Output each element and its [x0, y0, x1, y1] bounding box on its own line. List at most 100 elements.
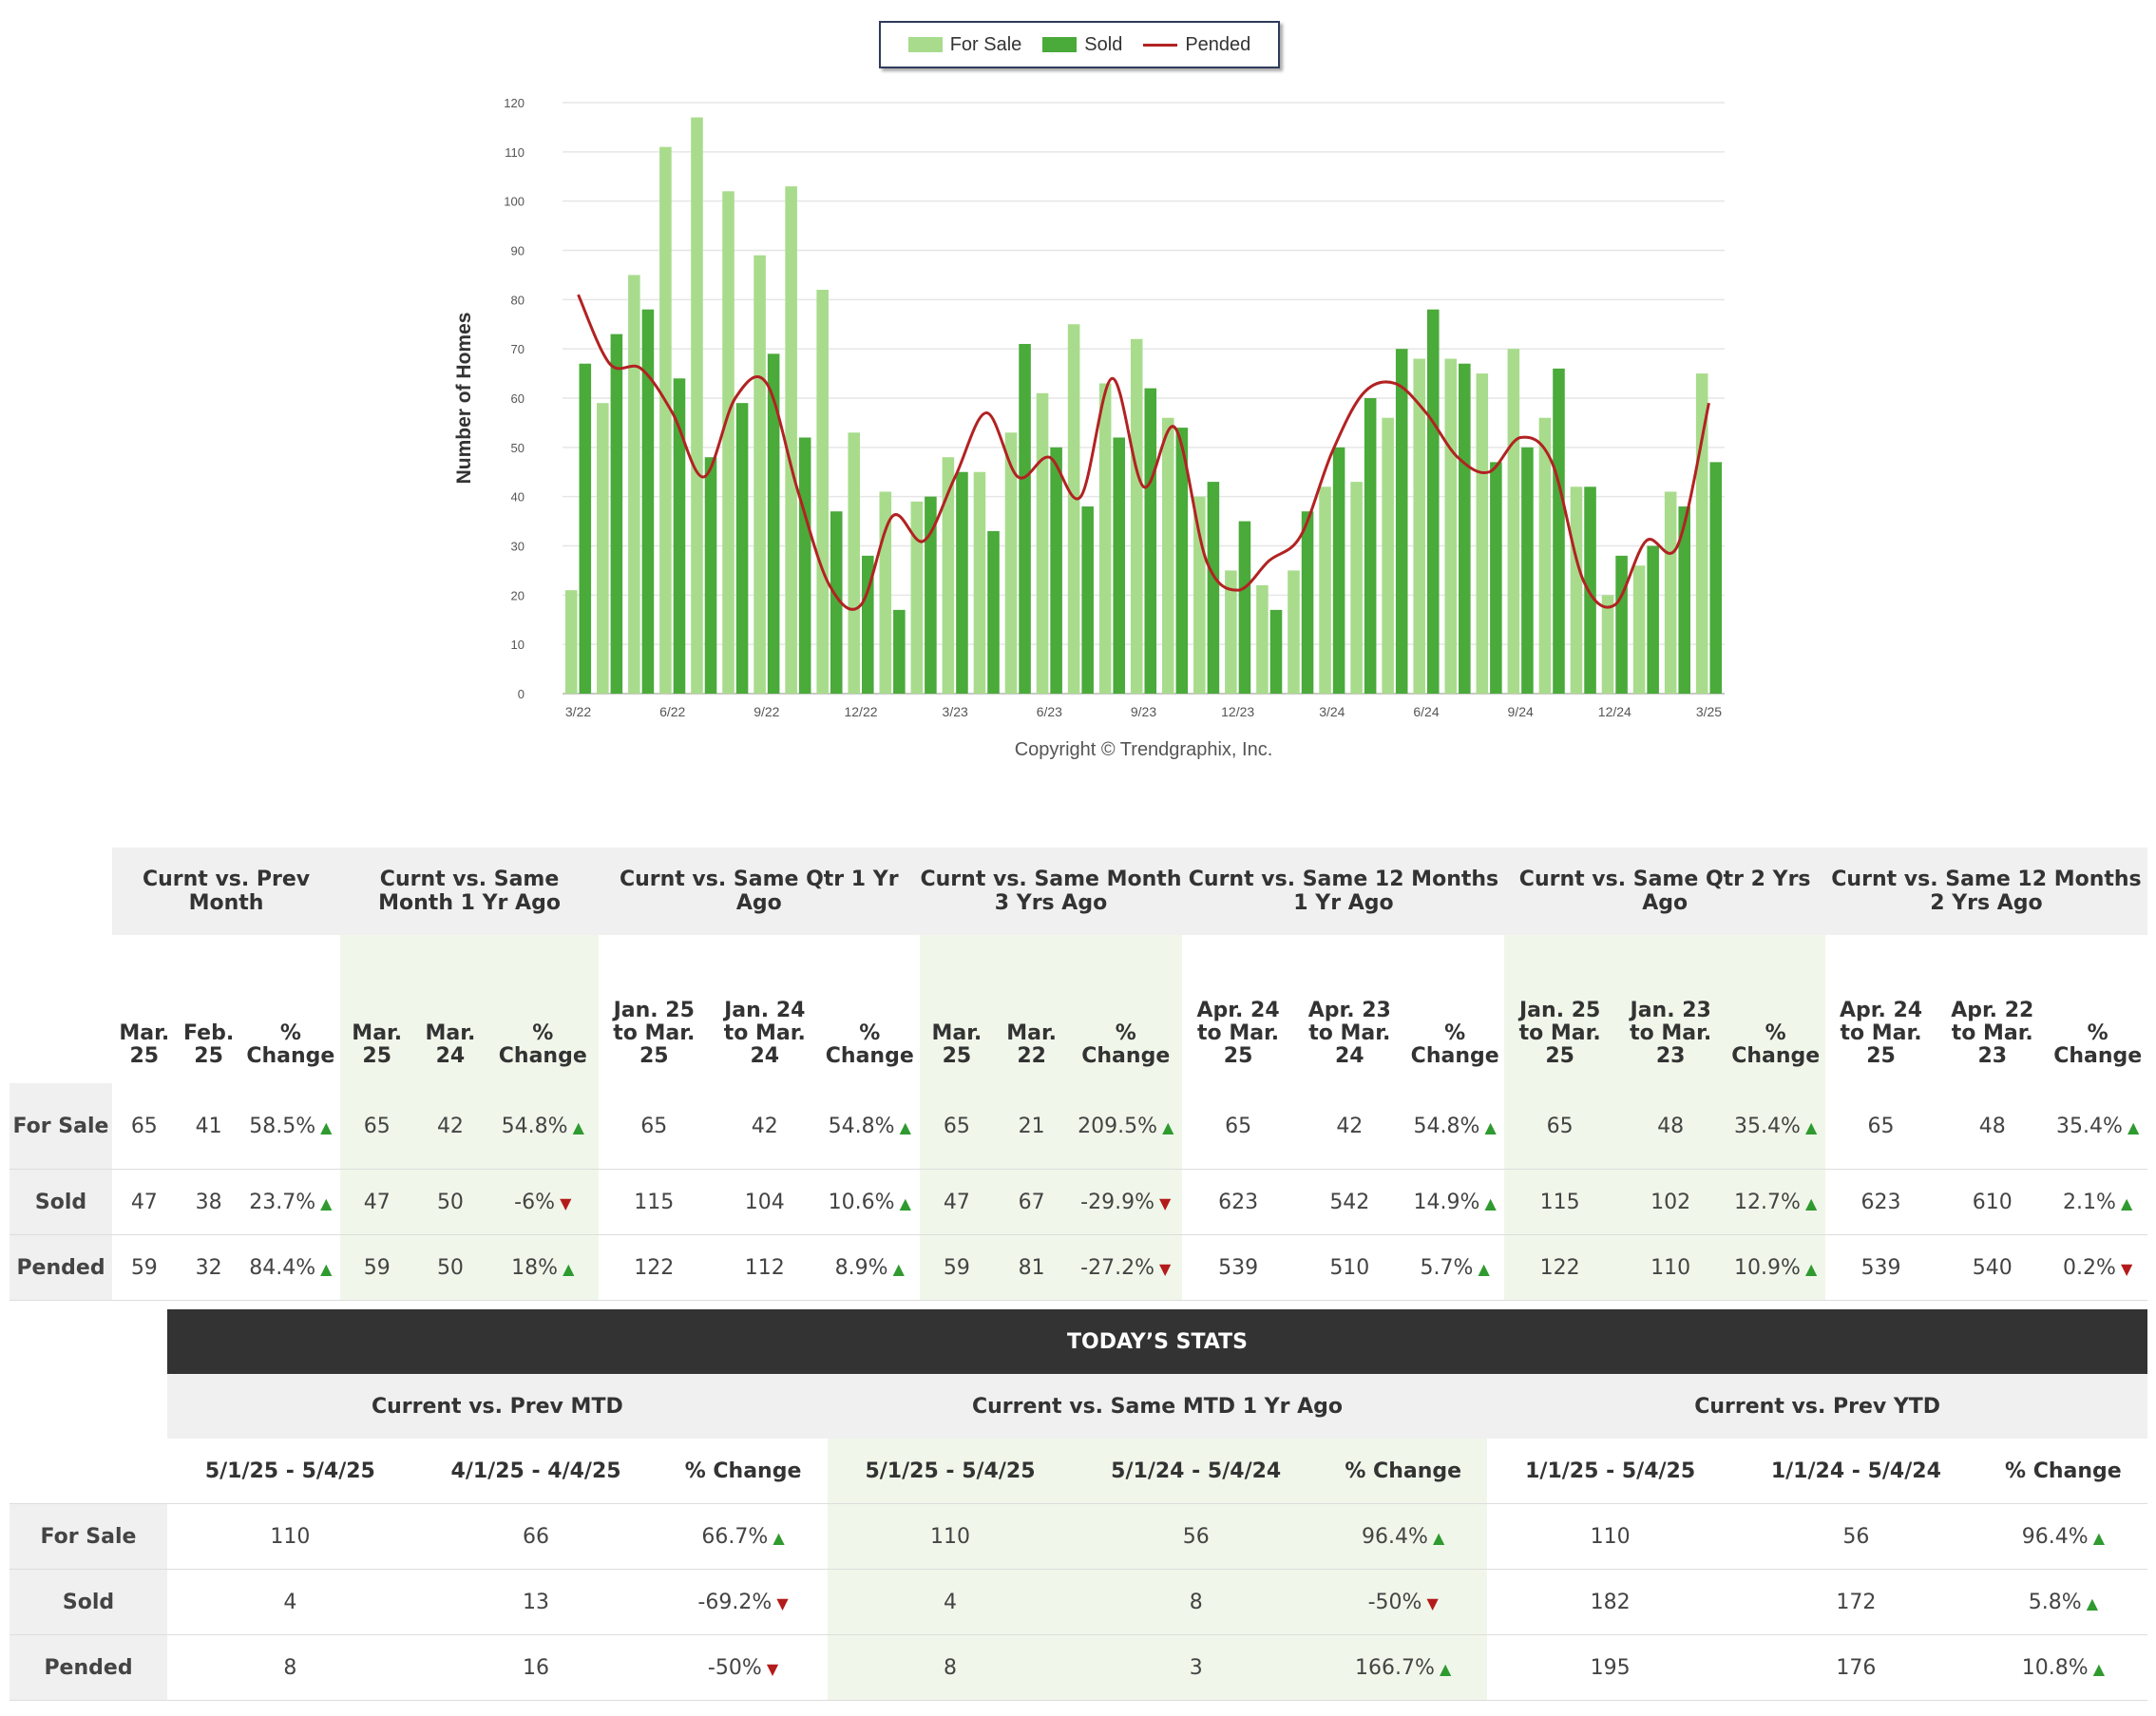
bar-for-sale	[1319, 486, 1331, 694]
y-tick-label: 90	[511, 244, 525, 258]
bar-sold	[925, 496, 937, 694]
group-header: Curnt vs. Prev Month	[112, 848, 341, 935]
bar-sold	[1521, 447, 1534, 694]
table-cell: 35.4%	[1726, 1083, 1825, 1170]
legend-swatch-sold	[1042, 37, 1078, 52]
y-tick-label: 50	[511, 441, 525, 455]
bar-for-sale	[597, 403, 609, 694]
table-row: Pended593284.4%595018%1221128.9%5981-27.…	[10, 1234, 2147, 1301]
table-cell: 35.4%	[2048, 1083, 2147, 1170]
table-cell: 54.8%	[487, 1083, 599, 1170]
table-cell: 58.5%	[240, 1083, 341, 1170]
table-cell: 8.9%	[820, 1234, 920, 1301]
legend-label-pended: Pended	[1185, 33, 1251, 55]
row-label: For Sale	[10, 1083, 112, 1170]
table-cell: 13	[412, 1569, 659, 1635]
bar-sold	[1144, 388, 1157, 694]
table-cell: 54.8%	[820, 1083, 920, 1170]
table-row: For Sale654158.5%654254.8%654254.8%65212…	[10, 1083, 2147, 1170]
copyright-annotation: Copyright © Trendgraphix, Inc.	[1015, 739, 1273, 760]
table-cell: 10.9%	[1726, 1234, 1825, 1301]
pended-line	[577, 294, 1710, 611]
table-cell: 96.4%	[1978, 1503, 2147, 1570]
bar-sold	[1081, 506, 1094, 694]
sub-header: Apr. 24 to Mar. 25	[1196, 999, 1280, 1068]
x-tick-label: 12/22	[844, 704, 877, 719]
table-cell: -29.9%	[1069, 1169, 1183, 1235]
bar-sold	[767, 353, 780, 694]
legend-item-pended: Pended	[1143, 34, 1250, 56]
y-tick-label: 30	[511, 540, 525, 554]
x-tick-label: 3/22	[565, 704, 591, 719]
comparison-table: Curnt vs. Prev Month Curnt vs. Same Mont…	[10, 848, 2147, 1301]
bar-for-sale	[785, 186, 797, 694]
sub-header: 4/1/25 - 4/4/25	[412, 1439, 659, 1504]
corner-cell	[10, 1374, 167, 1439]
bar-for-sale	[1256, 584, 1269, 694]
table-cell: -69.2%	[658, 1569, 828, 1635]
table-cell: 510	[1293, 1234, 1405, 1301]
bar-for-sale	[1225, 570, 1237, 694]
table-cell: 115	[599, 1169, 710, 1235]
sub-header: Jan. 25 to Mar. 25	[613, 999, 696, 1068]
x-tick-label: 12/23	[1221, 704, 1254, 719]
table-cell: 8	[1073, 1569, 1320, 1635]
row-label: Sold	[10, 1169, 112, 1235]
chart-legend: For Sale Sold Pended	[879, 21, 1280, 68]
bar-for-sale	[628, 275, 640, 694]
bar-sold	[862, 555, 874, 694]
bar-sold	[1459, 363, 1471, 694]
y-tick-label: 10	[511, 638, 525, 652]
bar-sold	[987, 530, 1000, 694]
sub-header: % Change	[1978, 1439, 2147, 1504]
bar-for-sale	[1382, 417, 1394, 694]
sub-header: Apr. 24 to Mar. 25	[1839, 999, 1923, 1068]
chart-area: 0 10 20 30 40 50 60 70 80 90 100 110 120 Number of Ho…	[0, 0, 2156, 789]
table-cell: 110	[167, 1503, 413, 1570]
bar-sold	[1364, 398, 1377, 694]
table-cell: 96.4%	[1319, 1503, 1488, 1570]
table-cell: 122	[1504, 1234, 1615, 1301]
corner-cell	[10, 1439, 167, 1504]
table-cell: 23.7%	[240, 1169, 341, 1235]
bar-sold	[1175, 428, 1189, 694]
table-cell: 42	[709, 1083, 821, 1170]
sub-header: Jan. 23 to Mar. 23	[1614, 935, 1727, 1083]
table-cell: 110	[1487, 1503, 1734, 1570]
table-cell: 3	[1073, 1634, 1320, 1701]
bar-sold	[1238, 521, 1251, 694]
table-cell: 166.7%	[1319, 1634, 1488, 1701]
table-cell: 542	[1293, 1169, 1405, 1235]
sub-header: Mar. 25	[119, 1021, 170, 1068]
group-header: Curnt vs. Same Month 3 Yrs Ago	[919, 848, 1183, 935]
table-cell: 176	[1733, 1634, 1979, 1701]
table-cell: 182	[1487, 1569, 1734, 1635]
group-header: Current vs. Same MTD 1 Yr Ago	[827, 1374, 1488, 1439]
table-cell: 102	[1614, 1169, 1727, 1235]
table-cell: 195	[1487, 1634, 1734, 1701]
table-cell: 110	[827, 1503, 1074, 1570]
table-cell: 66	[412, 1503, 659, 1570]
bar-for-sale	[1538, 417, 1552, 694]
bar-sold	[673, 378, 686, 694]
table-cell: 47	[112, 1169, 177, 1235]
bar-sold	[1301, 511, 1314, 694]
table-cell: 14.9%	[1404, 1169, 1505, 1235]
sub-header-row: Mar. 25 Feb. 25% Change Mar. 25 Mar. 24% Ch…	[10, 935, 2147, 1083]
row-label: For Sale	[10, 1503, 167, 1570]
table-cell: 65	[599, 1083, 710, 1170]
sub-header: % Change	[246, 1021, 335, 1068]
table-cell: 38	[176, 1169, 241, 1235]
table-cell: 16	[412, 1634, 659, 1701]
sub-header: 5/1/25 - 5/4/25	[827, 1439, 1074, 1504]
table-cell: 59	[340, 1234, 414, 1301]
bar-for-sale	[816, 289, 829, 694]
sub-header: 5/1/25 - 5/4/25	[167, 1439, 413, 1504]
sub-header: % Change	[658, 1439, 828, 1504]
table-cell: 65	[1504, 1083, 1615, 1170]
table-cell: 10.8%	[1978, 1634, 2147, 1701]
legend-swatch-for-sale	[907, 37, 943, 52]
corner-cell	[10, 848, 112, 935]
sub-header: 1/1/24 - 5/4/24	[1733, 1439, 1979, 1504]
table-cell: 50	[413, 1234, 487, 1301]
